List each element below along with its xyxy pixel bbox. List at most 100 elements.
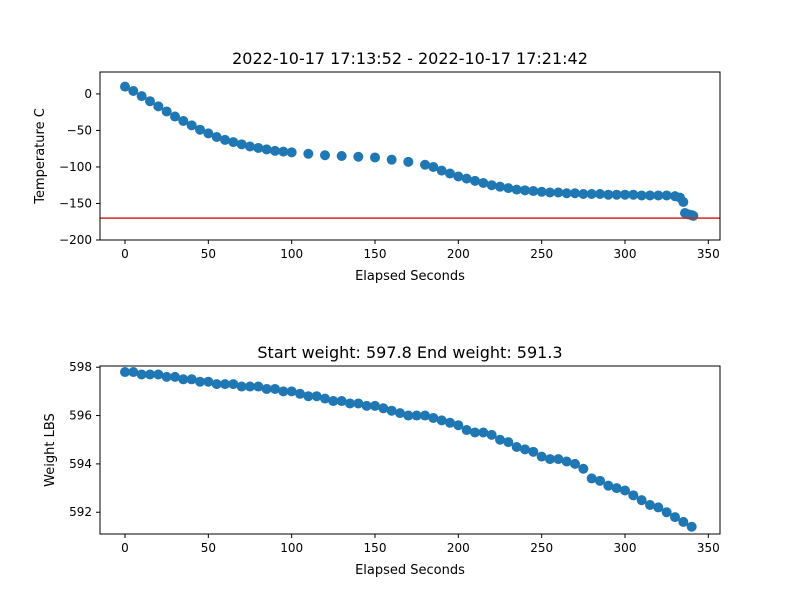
temperature-data-point	[270, 145, 280, 156]
weight-data-point	[570, 458, 580, 469]
temperature-data-point	[186, 120, 197, 131]
weight-data-point	[670, 512, 680, 523]
temperature-data-point	[428, 161, 439, 172]
weight-data-point	[145, 369, 155, 380]
temperature-data-point	[178, 115, 189, 126]
weight-data-point	[345, 398, 355, 409]
temperature-data-point	[336, 151, 347, 161]
weight-data-point	[311, 391, 322, 402]
temperature-data-point	[503, 183, 514, 194]
temperature-y-tick-label: −100	[59, 160, 92, 174]
temperature-x-tick-label: 350	[697, 247, 720, 261]
temperature-x-tick-label: 100	[280, 247, 303, 261]
temperature-x-tick-label: 0	[121, 247, 129, 261]
weight-data-point	[170, 371, 180, 382]
weight-data-point	[661, 507, 672, 518]
weight-x-tick-label: 100	[280, 541, 303, 555]
weight-data-point	[220, 379, 230, 390]
weight-x-tick-label: 200	[447, 541, 470, 555]
temperature-data-point	[170, 111, 180, 122]
temperature-data-point	[320, 150, 330, 161]
weight-data-point	[253, 381, 264, 392]
temperature-data-point	[486, 180, 497, 191]
weight-data-point	[503, 437, 514, 448]
weight-y-tick-label: 594	[69, 457, 92, 471]
temperature-data-point	[153, 101, 164, 112]
temperature-data-point	[303, 148, 314, 159]
temperature-y-tick-label: −50	[67, 123, 92, 137]
weight-data-point	[395, 408, 405, 419]
temperature-data-point	[595, 188, 605, 199]
weight-data-point	[561, 456, 572, 467]
weight-x-tick-label: 300	[614, 541, 637, 555]
temperature-data-point	[611, 189, 622, 200]
temperature-data-point	[603, 189, 614, 200]
weight-data-point	[128, 367, 139, 378]
weight-data-point	[511, 441, 522, 452]
temperature-data-point	[261, 144, 272, 155]
weight-panel: Start weight: 597.8 End weight: 591.3 El…	[43, 343, 721, 578]
temperature-data-point	[511, 184, 522, 195]
temperature-x-tick-label: 150	[364, 247, 387, 261]
temperature-data-point	[220, 134, 230, 145]
temperature-data-point	[120, 81, 130, 92]
temperature-data-point	[211, 132, 222, 143]
weight-data-point	[620, 485, 630, 496]
temperature-data-point	[570, 188, 580, 199]
temperature-data-point	[136, 91, 147, 102]
weight-data-point	[545, 454, 555, 465]
temperature-data-point	[228, 137, 239, 148]
weight-data-point	[278, 386, 289, 397]
weight-data-point	[461, 425, 472, 436]
weight-data-point	[236, 381, 247, 392]
weight-axes-frame	[99, 365, 721, 535]
weight-data-point	[470, 427, 480, 438]
weight-data-point	[211, 379, 222, 390]
temperature-x-tick-label: 200	[447, 247, 470, 261]
weight-x-tick-label: 250	[530, 541, 553, 555]
weight-x-tick-label: 350	[697, 541, 720, 555]
temperature-data-point	[286, 147, 297, 158]
temperature-data-point	[578, 188, 589, 199]
temperature-data-point	[478, 178, 489, 189]
weight-data-point	[486, 429, 497, 440]
weight-data-point	[578, 463, 589, 474]
temperature-data-point	[236, 139, 247, 150]
temperature-data-point	[203, 128, 214, 139]
temperature-data-point	[195, 124, 205, 135]
weight-data-point	[411, 410, 422, 421]
temperature-axes-frame	[99, 71, 721, 241]
temperature-data-point	[636, 190, 647, 201]
temperature-data-point	[461, 173, 472, 184]
temperature-data-point	[128, 85, 139, 96]
temperature-data-point	[436, 165, 447, 176]
weight-data-point	[186, 374, 197, 385]
temperature-data-point	[553, 187, 564, 198]
temperature-data-point	[520, 185, 530, 196]
temperature-data-point	[528, 186, 539, 197]
temperature-data-point	[445, 168, 455, 179]
weight-x-axis-label: Elapsed Seconds	[355, 563, 465, 578]
weight-data-point	[445, 417, 455, 428]
temperature-data-point	[386, 154, 397, 165]
weight-data-point	[436, 415, 447, 426]
weight-x-tick-label: 0	[121, 541, 129, 555]
weight-data-point	[353, 398, 364, 409]
temperature-data-point	[403, 156, 414, 167]
weight-data-point	[120, 367, 130, 378]
weight-data-point	[336, 396, 347, 407]
weight-y-axis-label: Weight LBS	[43, 413, 58, 487]
weight-y-tick-label: 598	[69, 360, 92, 374]
temperature-x-tick-label: 250	[530, 247, 553, 261]
temperature-data-point	[253, 142, 264, 153]
temperature-data-point	[145, 96, 155, 107]
weight-data-point	[628, 490, 639, 501]
weight-data-point	[678, 516, 689, 527]
temperature-y-axis-label: Temperature C	[33, 108, 48, 205]
weight-data-point	[595, 475, 605, 486]
temperature-data-point	[495, 181, 505, 192]
temperature-data-point	[353, 151, 364, 162]
weight-chart-title: Start weight: 597.8 End weight: 591.3	[257, 343, 562, 362]
